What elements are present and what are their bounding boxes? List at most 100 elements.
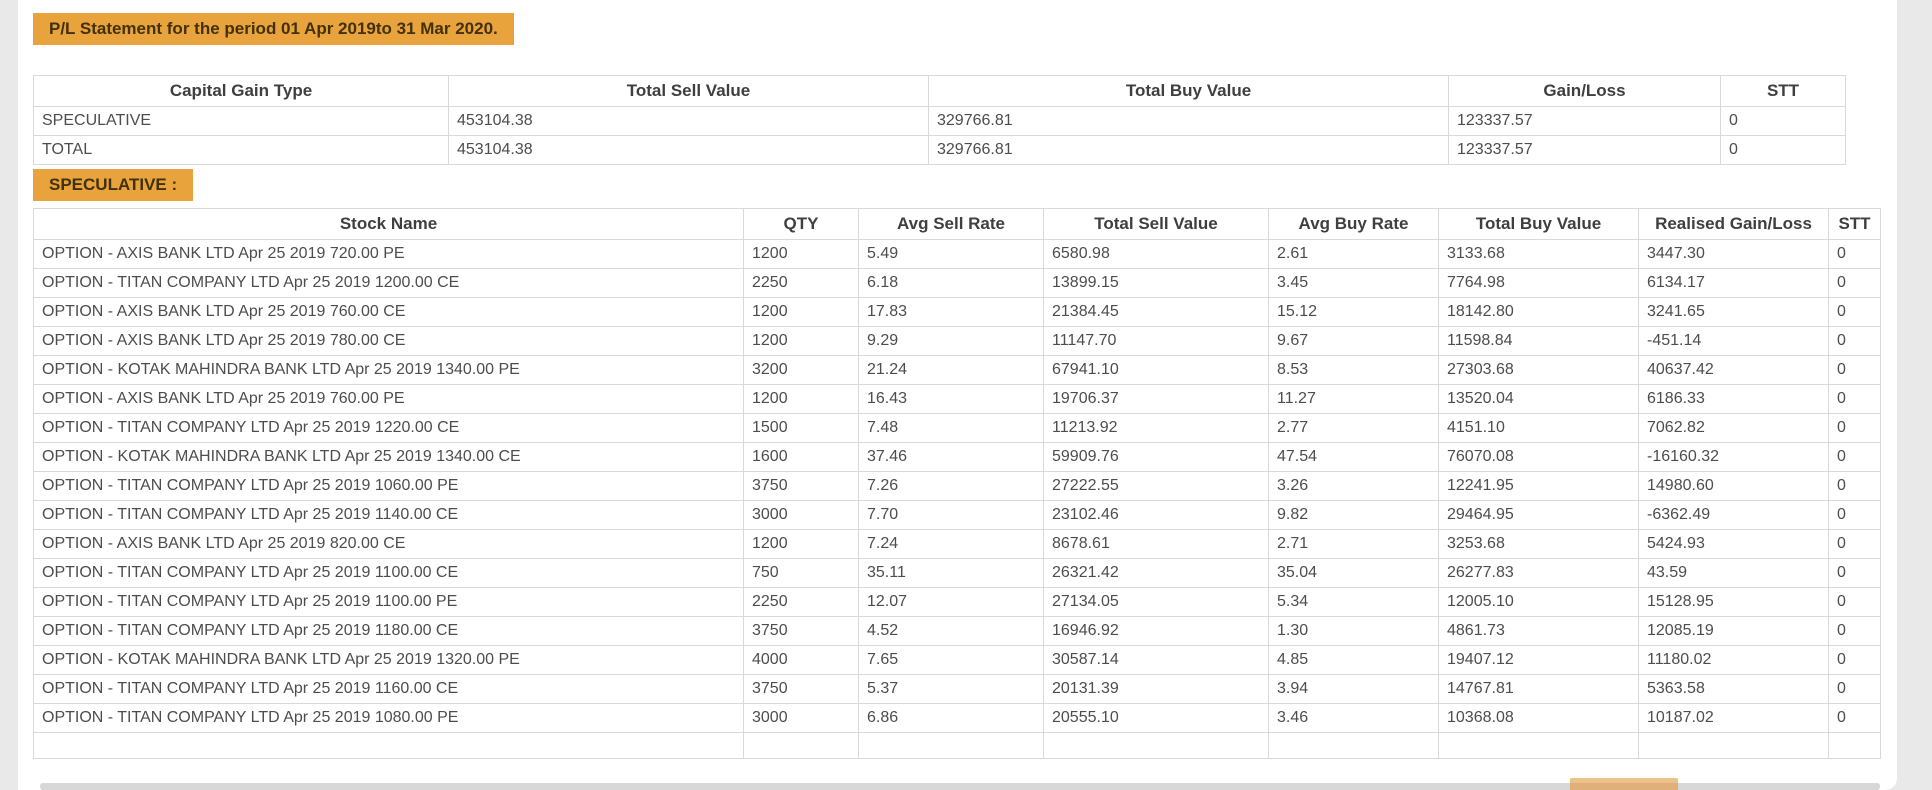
row-label-cell: OPTION - TITAN COMPANY LTD Apr 25 2019 1… [33, 500, 744, 530]
value-cell: 0 [1828, 442, 1881, 472]
value-cell: 3.94 [1268, 674, 1439, 704]
value-cell: 0 [1828, 587, 1881, 617]
value-cell: 7.48 [858, 413, 1044, 443]
value-cell: 0 [1828, 384, 1881, 414]
speculative-detail-table: Stock Name QTY Avg Sell Rate Total Sell … [33, 208, 1881, 759]
value-cell: 27134.05 [1043, 587, 1269, 617]
value-cell: 30587.14 [1043, 645, 1269, 675]
table-row: OPTION - TITAN COMPANY LTD Apr 25 2019 1… [33, 268, 1881, 298]
value-cell: 2250 [743, 587, 859, 617]
row-label-cell: OPTION - TITAN COMPANY LTD Apr 25 2019 1… [33, 558, 744, 588]
value-cell: 3200 [743, 355, 859, 385]
value-cell: 4151.10 [1438, 413, 1639, 443]
value-cell: 0 [1828, 500, 1881, 530]
value-cell: 12241.95 [1438, 471, 1639, 501]
detail-header-total-sell-value: Total Sell Value [1043, 208, 1269, 240]
capital-gain-summary-table: Capital Gain Type Total Sell Value Total… [33, 75, 1846, 165]
row-label-cell: OPTION - TITAN COMPANY LTD Apr 25 2019 1… [33, 471, 744, 501]
summary-header-capital-gain-type: Capital Gain Type [33, 75, 449, 107]
table-row: OPTION - AXIS BANK LTD Apr 25 2019 760.0… [33, 297, 1881, 327]
table-row: OPTION - AXIS BANK LTD Apr 25 2019 820.0… [33, 529, 1881, 559]
value-cell: 15128.95 [1638, 587, 1829, 617]
value-cell: 3.45 [1268, 268, 1439, 298]
value-cell: 2.77 [1268, 413, 1439, 443]
value-cell: 1200 [743, 529, 859, 559]
value-cell: 15.12 [1268, 297, 1439, 327]
value-cell: 3133.68 [1438, 239, 1639, 269]
value-cell: 7.24 [858, 529, 1044, 559]
value-cell: 5424.93 [1638, 529, 1829, 559]
table-row: SPECULATIVE 453104.38 329766.81 123337.57 0 [33, 106, 1846, 136]
report-page: P/L Statement for the period 01 Apr 2019… [18, 0, 1897, 790]
value-cell: 5.37 [858, 674, 1044, 704]
row-label-cell: OPTION - AXIS BANK LTD Apr 25 2019 720.0… [33, 239, 744, 269]
row-label-cell: OPTION - TITAN COMPANY LTD Apr 25 2019 1… [33, 674, 744, 704]
value-cell: 13520.04 [1438, 384, 1639, 414]
value-cell: 0 [1828, 239, 1881, 269]
value-cell: 16946.92 [1043, 616, 1269, 646]
value-cell: 3.26 [1268, 471, 1439, 501]
table-row: OPTION - AXIS BANK LTD Apr 25 2019 720.0… [33, 239, 1881, 269]
value-cell: 329766.81 [928, 135, 1449, 165]
detail-header-stt: STT [1828, 208, 1881, 240]
value-cell: 18142.80 [1438, 297, 1639, 327]
detail-header-total-buy-value: Total Buy Value [1438, 208, 1639, 240]
value-cell: 2.61 [1268, 239, 1439, 269]
empty-cell [1828, 732, 1881, 759]
value-cell: 14980.60 [1638, 471, 1829, 501]
value-cell: 3241.65 [1638, 297, 1829, 327]
speculative-section-badge: SPECULATIVE : [33, 169, 194, 201]
row-label-cell: OPTION - KOTAK MAHINDRA BANK LTD Apr 25 … [33, 442, 744, 472]
value-cell: 37.46 [858, 442, 1044, 472]
detail-header-qty: QTY [743, 208, 859, 240]
value-cell: 12.07 [858, 587, 1044, 617]
value-cell: 0 [1828, 471, 1881, 501]
value-cell: 1200 [743, 297, 859, 327]
value-cell: 0 [1720, 106, 1846, 136]
row-label-cell: OPTION - TITAN COMPANY LTD Apr 25 2019 1… [33, 616, 744, 646]
value-cell: 6134.17 [1638, 268, 1829, 298]
empty-cell [1638, 732, 1829, 759]
value-cell: 76070.08 [1438, 442, 1639, 472]
value-cell: 10368.08 [1438, 703, 1639, 733]
value-cell: 35.11 [858, 558, 1044, 588]
summary-header-gain-loss: Gain/Loss [1448, 75, 1721, 107]
row-label-cell: OPTION - AXIS BANK LTD Apr 25 2019 760.0… [33, 384, 744, 414]
value-cell: 3000 [743, 703, 859, 733]
value-cell: 40637.42 [1638, 355, 1829, 385]
row-label-cell: TOTAL [33, 135, 449, 165]
table-row: OPTION - TITAN COMPANY LTD Apr 25 2019 1… [33, 558, 1881, 588]
row-label-cell: OPTION - AXIS BANK LTD Apr 25 2019 780.0… [33, 326, 744, 356]
value-cell: -6362.49 [1638, 500, 1829, 530]
value-cell: 26321.42 [1043, 558, 1269, 588]
table-row: OPTION - TITAN COMPANY LTD Apr 25 2019 1… [33, 471, 1881, 501]
value-cell: 123337.57 [1448, 135, 1721, 165]
value-cell: 11180.02 [1638, 645, 1829, 675]
value-cell: 47.54 [1268, 442, 1439, 472]
detail-header-avg-sell-rate: Avg Sell Rate [858, 208, 1044, 240]
value-cell: 1.30 [1268, 616, 1439, 646]
value-cell: 3000 [743, 500, 859, 530]
value-cell: 59909.76 [1043, 442, 1269, 472]
value-cell: 35.04 [1268, 558, 1439, 588]
value-cell: 19706.37 [1043, 384, 1269, 414]
table-row: OPTION - TITAN COMPANY LTD Apr 25 2019 1… [33, 500, 1881, 530]
table-row: OPTION - TITAN COMPANY LTD Apr 25 2019 1… [33, 413, 1881, 443]
value-cell: 453104.38 [448, 135, 929, 165]
value-cell: 5.49 [858, 239, 1044, 269]
empty-spacer-row [33, 732, 1881, 759]
value-cell: 0 [1828, 529, 1881, 559]
value-cell: 27303.68 [1438, 355, 1639, 385]
value-cell: 4.52 [858, 616, 1044, 646]
detail-header-realised-gain-loss: Realised Gain/Loss [1638, 208, 1829, 240]
value-cell: 21.24 [858, 355, 1044, 385]
value-cell: -16160.32 [1638, 442, 1829, 472]
value-cell: 3447.30 [1638, 239, 1829, 269]
value-cell: 2.71 [1268, 529, 1439, 559]
value-cell: 0 [1828, 326, 1881, 356]
value-cell: 0 [1828, 355, 1881, 385]
value-cell: 21384.45 [1043, 297, 1269, 327]
value-cell: 14767.81 [1438, 674, 1639, 704]
value-cell: 0 [1828, 413, 1881, 443]
summary-header-row: Capital Gain Type Total Sell Value Total… [33, 75, 1846, 107]
